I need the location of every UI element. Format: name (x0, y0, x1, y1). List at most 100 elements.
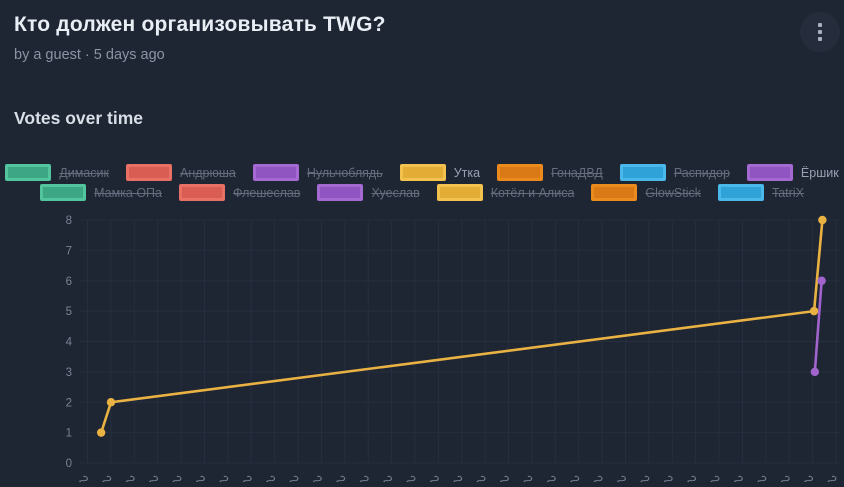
legend-row: Мамка ОПа Флешеслав Хуеслав Котёл и Алиса Gl… (40, 184, 804, 201)
x-tick-label: 2 (194, 473, 208, 482)
legend-item-Утка[interactable]: Утка (399, 164, 481, 181)
legend-swatch (5, 164, 52, 181)
x-tick-label: 2 (685, 473, 699, 482)
legend-row: Димасик Андрюша Нульчоблядь Утка ГонаДВД Расп… (5, 164, 839, 181)
x-tick-label: 2 (591, 473, 605, 482)
legend-label: Мамка ОПа (94, 185, 162, 200)
series-point-Утка[interactable] (106, 398, 116, 407)
legend-label: Котёл и Алиса (490, 185, 575, 200)
legend-label: Димасик (59, 165, 109, 180)
legend-swatch (40, 184, 87, 201)
legend-label: Распидор (673, 165, 730, 180)
x-tick-label: 2 (217, 473, 231, 482)
y-tick-label: 3 (66, 367, 72, 379)
legend-item-TatriX[interactable]: TatriX (717, 184, 804, 201)
series-line-Ёршик (813, 280, 823, 372)
poll-title: Кто должен организовывать TWG? (14, 13, 386, 36)
x-tick-label: 2 (100, 473, 114, 482)
series-point-Утка[interactable] (818, 215, 827, 225)
legend-swatch (591, 184, 638, 201)
x-tick-label: 2 (802, 473, 816, 482)
legend-label: Хуеслав (371, 185, 420, 200)
y-tick-label: 8 (66, 215, 72, 227)
x-tick-label: 2 (264, 473, 278, 482)
x-tick-label: 2 (147, 473, 161, 482)
legend-item-Хуеслав[interactable]: Хуеслав (317, 184, 420, 201)
legend-swatch (125, 164, 172, 181)
series-point-Утка[interactable] (809, 306, 819, 316)
legend-label: Андрюша (179, 165, 236, 180)
poll-header: Кто должен организовывать TWG? by a gues… (14, 12, 784, 63)
options-menu-button[interactable] (800, 12, 840, 52)
y-tick-label: 0 (66, 458, 72, 470)
x-tick-label: 2 (568, 473, 582, 482)
legend-swatch (746, 164, 793, 181)
series-line-Утка (99, 219, 824, 434)
y-tick-label: 1 (66, 428, 72, 440)
x-tick-label: 2 (334, 473, 348, 482)
x-tick-label: 2 (381, 473, 395, 482)
chart-section-heading: Votes over time (14, 108, 144, 128)
legend-item-GlowStick[interactable]: GlowStick (591, 184, 701, 201)
x-tick-label: 2 (404, 473, 418, 482)
x-tick-label: 2 (732, 473, 746, 482)
legend-item-Андрюша[interactable]: Андрюша (125, 164, 236, 181)
x-tick-label: 2 (287, 473, 301, 482)
poll-byline: by a guest · 5 days ago (14, 47, 165, 64)
legend-item-Димасик[interactable]: Димасик (5, 164, 109, 181)
legend-swatch (497, 164, 544, 181)
y-tick-label: 5 (66, 306, 72, 318)
x-tick-label: 2 (708, 473, 722, 482)
legend-swatch (179, 184, 225, 201)
x-tick-label: 2 (427, 473, 441, 482)
legend-item-Флешеслав[interactable]: Флешеслав (179, 184, 300, 201)
legend-item-Мамка ОПа[interactable]: Мамка ОПа (40, 184, 162, 201)
y-tick-label: 2 (66, 397, 72, 409)
x-tick-label: 2 (123, 473, 137, 482)
legend-item-Котёл и Алиса[interactable]: Котёл и Алиса (436, 184, 575, 201)
x-tick-label: 2 (544, 473, 558, 482)
legend-swatch (252, 164, 299, 181)
x-tick-label: 2 (170, 473, 184, 482)
legend-label: GlowStick (645, 185, 701, 200)
x-tick-label: 2 (615, 473, 629, 482)
legend-swatch (717, 184, 764, 201)
series-point-Ёршик[interactable] (810, 367, 820, 377)
x-tick-label: 2 (474, 473, 488, 482)
legend-swatch (619, 164, 666, 181)
x-tick-label: 2 (661, 473, 675, 482)
legend-item-Нульчоблядь[interactable]: Нульчоблядь (252, 164, 383, 181)
legend-label: TatriX (771, 185, 804, 200)
series-point-Ёршик[interactable] (817, 276, 826, 285)
legend-item-Ёршик[interactable]: Ёршик (746, 164, 839, 181)
kebab-menu-icon (818, 23, 822, 27)
x-tick-label: 2 (77, 473, 91, 482)
x-tick-label: 2 (825, 473, 839, 482)
legend-item-Распидор[interactable]: Распидор (619, 164, 730, 181)
y-tick-label: 4 (66, 337, 73, 349)
x-tick-label: 2 (357, 473, 371, 482)
y-tick-label: 6 (66, 276, 72, 288)
legend-swatch (399, 164, 446, 181)
legend-label: Ёршик (800, 165, 839, 180)
legend-item-ГонаДВД[interactable]: ГонаДВД (497, 164, 603, 181)
y-tick-label: 7 (66, 245, 72, 257)
legend-swatch (436, 184, 483, 201)
legend-label: Утка (453, 165, 481, 180)
x-tick-label: 2 (451, 473, 465, 482)
x-tick-label: 2 (498, 473, 512, 482)
x-tick-label: 2 (240, 473, 254, 482)
legend-label: ГонаДВД (551, 165, 603, 180)
legend-label: Флешеслав (233, 185, 301, 200)
x-tick-label: 2 (521, 473, 535, 482)
x-tick-label: 2 (755, 473, 769, 482)
legend-swatch (317, 184, 364, 201)
series-point-Утка[interactable] (96, 428, 106, 437)
chart-legend: Димасик Андрюша Нульчоблядь Утка ГонаДВД Расп… (0, 164, 844, 201)
x-tick-label: 2 (778, 473, 792, 482)
legend-label: Нульчоблядь (306, 165, 383, 180)
x-tick-label: 2 (638, 473, 652, 482)
x-tick-label: 2 (310, 473, 324, 482)
